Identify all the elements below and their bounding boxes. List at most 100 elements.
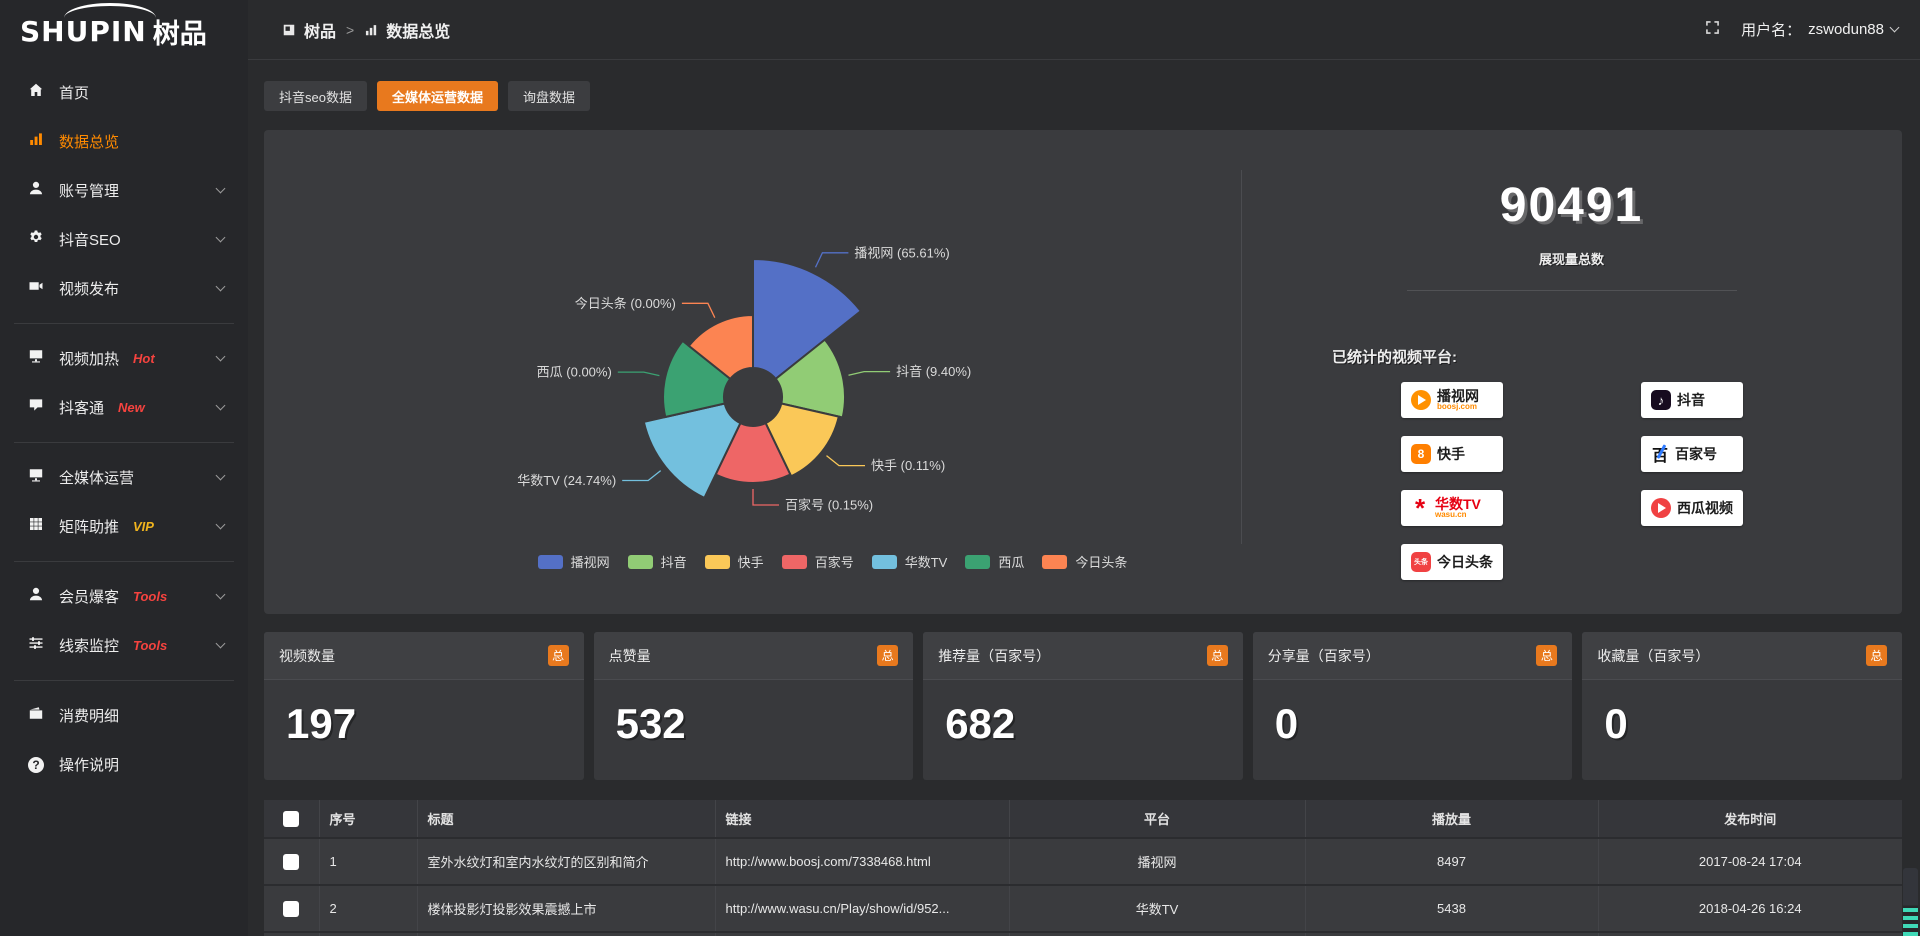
legend-label: 抖音: [660, 555, 687, 570]
pie-slice-播视网[interactable]: [752, 257, 863, 381]
breadcrumb-root-label: 树品: [304, 23, 337, 41]
pie-label-line: [848, 370, 891, 376]
pie-slice-百家号[interactable]: [714, 421, 792, 485]
empty-cell: [1305, 932, 1599, 936]
user-icon: [28, 180, 44, 201]
platform-badge-text: 快手: [1437, 447, 1465, 461]
rose-pie-chart[interactable]: 播视网 (65.61%) 抖音 (9.40%) 快手 (0.11%) 百家号 (0.1…: [264, 130, 1241, 614]
stat-card-value: 0: [1274, 700, 1299, 747]
question-icon: ?: [28, 756, 44, 773]
empty-cell: [264, 932, 320, 936]
legend-item-西瓜[interactable]: 西瓜: [965, 552, 1024, 571]
sidebar-item-视频发布[interactable]: 视频发布: [0, 264, 248, 313]
breadcrumb-current[interactable]: 数据总览: [364, 18, 450, 42]
cell-title[interactable]: 室外水纹灯和室内水纹灯的区别和简介: [417, 838, 716, 886]
stat-card-header: 视频数量 总: [264, 632, 584, 680]
logo-arc-decoration: [64, 3, 156, 33]
tab-抖音seo数据[interactable]: 抖音seo数据: [264, 81, 367, 111]
pie-label-今日头条: 今日头条 (0.00%): [575, 296, 676, 311]
sidebar-item-首页[interactable]: 首页: [0, 68, 248, 117]
pie-slice-今日头条[interactable]: [687, 313, 754, 381]
sliders-icon: [28, 635, 44, 656]
total-badge[interactable]: 总: [1536, 645, 1558, 666]
username: zswodun88: [1808, 21, 1884, 38]
toutiao-icon: 头条: [1411, 552, 1431, 572]
stat-card-header: 分享量（百家号） 总: [1252, 632, 1573, 680]
sidebar-item-label: 抖客通: [59, 400, 105, 417]
cell-link[interactable]: http://www.boosj.com/7338468.html: [715, 838, 1010, 886]
sidebar-item-抖客通[interactable]: 抖客通 New: [0, 383, 248, 432]
stat-card-value: 532: [615, 700, 686, 747]
floating-scroll-widget[interactable]: [1903, 868, 1918, 936]
pie-slice-华数TV[interactable]: [642, 402, 742, 500]
total-badge[interactable]: 总: [1866, 645, 1887, 666]
stat-card-分享量（百家号）: 分享量（百家号） 总 0: [1252, 632, 1573, 780]
tab-全媒体运营数据[interactable]: 全媒体运营数据: [376, 81, 498, 111]
legend-item-今日头条[interactable]: 今日头条: [1042, 552, 1127, 571]
legend-label: 西瓜: [998, 555, 1025, 570]
summary-divider: [1406, 290, 1737, 291]
app-logo[interactable]: SHUPIN 树品: [0, 0, 248, 62]
platform-badges-column-2: ♪ 抖音百百家号西瓜视频: [1641, 382, 1743, 526]
cell-title[interactable]: 楼体投影灯投影效果震撼上市: [417, 885, 716, 933]
tab-询盘数据[interactable]: 询盘数据: [507, 81, 590, 111]
platform-badge-华数TV: * 华数TV wasu.cn: [1401, 490, 1503, 526]
logo-text-cn: 树品: [152, 18, 207, 49]
pie-slice-西瓜[interactable]: [662, 339, 732, 419]
select-all-checkbox[interactable]: [283, 810, 300, 827]
legend-swatch: [965, 554, 991, 569]
total-badge[interactable]: 总: [1206, 645, 1228, 666]
sidebar-item-线索监控[interactable]: 线索监控 Tools: [0, 621, 248, 670]
bar-chart-icon: [28, 131, 44, 152]
douyin-icon: ♪: [1651, 390, 1671, 410]
legend-swatch: [627, 554, 653, 569]
main-content: 抖音seo数据 全媒体运营数据 询盘数据 播视网 (65.61%) 抖音 (9.40%…: [248, 60, 1920, 936]
platform-name: 今日头条: [1437, 553, 1493, 570]
legend-label: 百家号: [814, 555, 854, 570]
platform-badge-text: 西瓜视频: [1677, 501, 1733, 515]
sidebar-item-矩阵助推[interactable]: 矩阵助推 VIP: [0, 502, 248, 551]
total-badge[interactable]: 总: [877, 645, 899, 666]
watermelon-wedge-icon: [1658, 503, 1666, 513]
pie-slice-快手[interactable]: [764, 402, 840, 478]
legend-item-播视网[interactable]: 播视网: [537, 552, 610, 571]
sidebar-item-会员爆客[interactable]: 会员爆客 Tools: [0, 572, 248, 621]
sidebar-item-label: 抖音SEO: [59, 232, 121, 249]
fullscreen-icon[interactable]: [1704, 19, 1721, 41]
legend-item-华数TV[interactable]: 华数TV: [871, 552, 947, 571]
legend-item-抖音[interactable]: 抖音: [627, 552, 687, 571]
sidebar-item-抖音SEO[interactable]: 抖音SEO: [0, 215, 248, 264]
row-checkbox-cell: [264, 885, 320, 933]
sidebar-item-label: 线索监控: [59, 638, 120, 655]
chart-legend: 播视网 抖音 快手 百家号 华数TV 西瓜 今日头条: [344, 552, 1321, 571]
kuaishou-icon: 8: [1411, 444, 1431, 464]
sidebar-item-视频加热[interactable]: 视频加热 Hot: [0, 334, 248, 383]
legend-item-快手[interactable]: 快手: [704, 552, 764, 571]
cell-time: 2018-04-26 16:24: [1598, 885, 1902, 933]
platform-badge-text: 百家号: [1675, 447, 1717, 461]
cell-link[interactable]: http://www.wasu.cn/Play/show/id/952...: [715, 885, 1010, 933]
row-checkbox[interactable]: [283, 853, 300, 870]
monitor-icon: [28, 467, 44, 488]
sidebar-item-全媒体运营[interactable]: 全媒体运营: [0, 453, 248, 502]
sidebar-item-账号管理[interactable]: 账号管理: [0, 166, 248, 215]
breadcrumb-root[interactable]: 树品: [282, 18, 336, 42]
sidebar-item-数据总览[interactable]: 数据总览: [0, 117, 248, 166]
sidebar-item-label: 首页: [59, 85, 90, 102]
pie-slice-抖音[interactable]: [774, 338, 846, 419]
legend-item-百家号[interactable]: 百家号: [781, 552, 854, 571]
cell-seq: 1: [319, 838, 418, 886]
chevron-down-icon: [215, 519, 226, 530]
row-checkbox[interactable]: [283, 900, 300, 917]
video-camera-icon: [28, 281, 44, 297]
total-badge[interactable]: 总: [547, 645, 569, 666]
sidebar-item-消费明细[interactable]: 消费明细: [0, 691, 248, 740]
pie-label-line: [617, 371, 660, 377]
sidebar-item-label: 账号管理: [59, 183, 120, 200]
column-header-链接: 链接: [715, 800, 1010, 839]
sidebar-item-badge: VIP: [133, 519, 154, 534]
stat-cards-row: 视频数量总 197 点赞量总 532 推荐量（百家号）总 682 分享量（百家号）总 0 收藏量…: [264, 632, 1902, 780]
user-menu[interactable]: 用户名： zswodun88: [1741, 19, 1900, 40]
stat-card-title: 分享量（百家号）: [1267, 647, 1380, 664]
sidebar-item-操作说明[interactable]: ? 操作说明: [0, 740, 248, 789]
